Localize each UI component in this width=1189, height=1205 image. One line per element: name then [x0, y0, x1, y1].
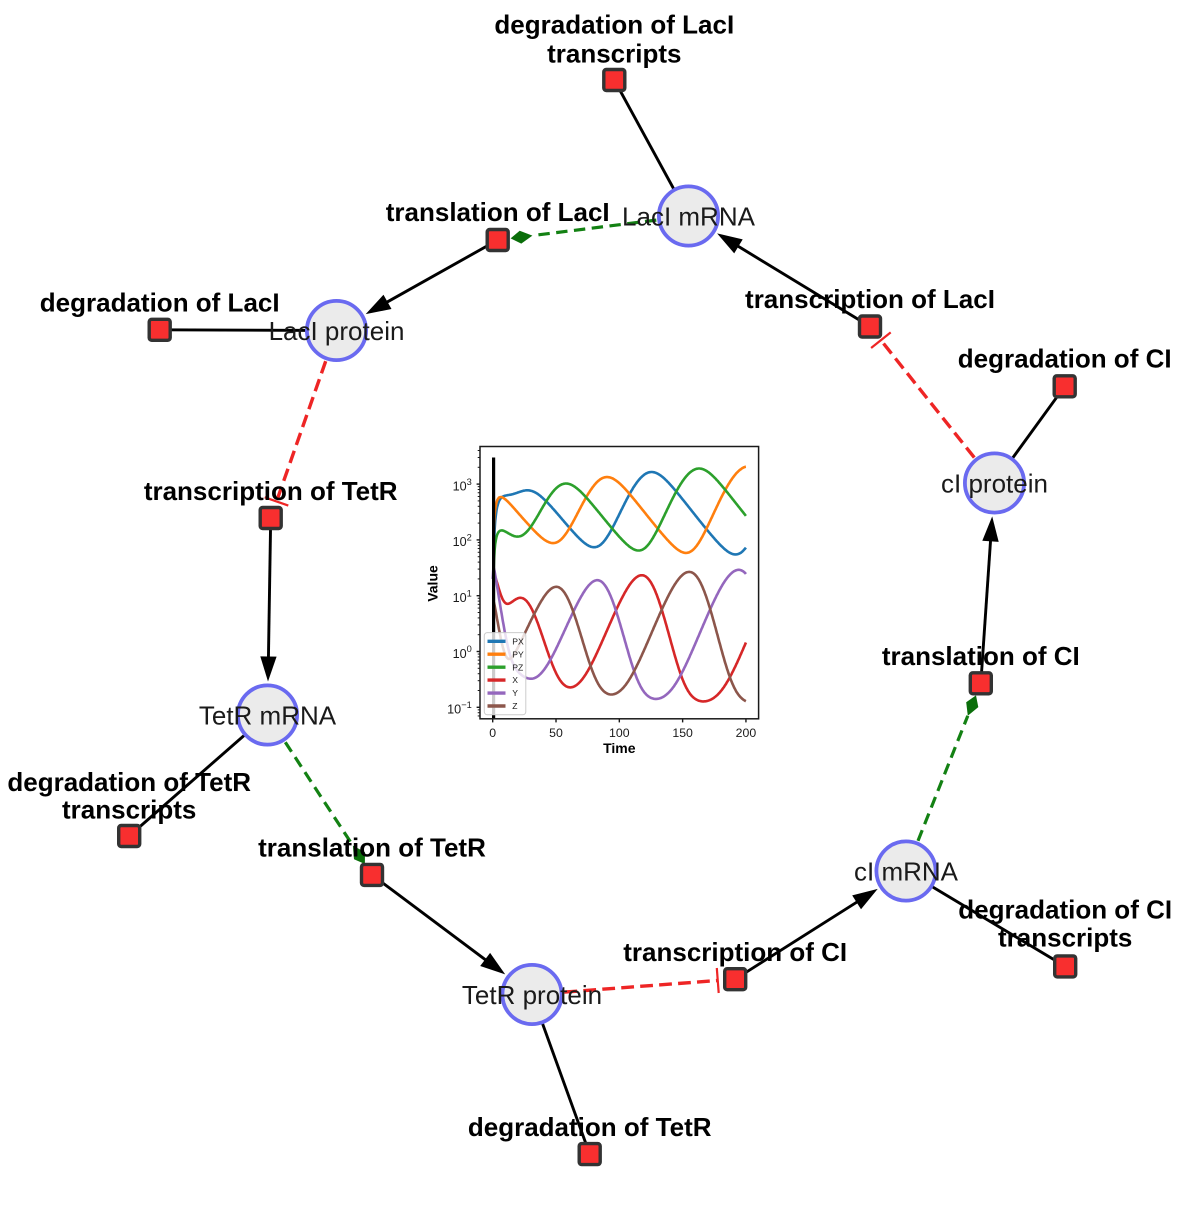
svg-text:LacI mRNA: LacI mRNA [622, 202, 756, 232]
svg-text:Z: Z [512, 701, 517, 711]
svg-text:transcripts: transcripts [62, 795, 196, 825]
svg-text:100: 100 [609, 726, 630, 740]
svg-text:degradation of TetR: degradation of TetR [468, 1112, 712, 1142]
svg-text:degradation of CI: degradation of CI [958, 895, 1172, 925]
svg-text:transcription of TetR: transcription of TetR [144, 476, 398, 506]
svg-text:transcripts: transcripts [547, 39, 681, 69]
svg-text:translation of CI: translation of CI [882, 641, 1080, 671]
svg-text:degradation of CI: degradation of CI [958, 344, 1172, 374]
svg-text:translation of TetR: translation of TetR [258, 833, 486, 863]
svg-text:degradation of LacI: degradation of LacI [40, 288, 280, 318]
svg-text:translation of LacI: translation of LacI [386, 197, 610, 227]
svg-text:150: 150 [672, 726, 693, 740]
svg-text:LacI protein: LacI protein [269, 316, 405, 346]
svg-text:PZ: PZ [512, 662, 523, 672]
svg-text:cI mRNA: cI mRNA [854, 857, 959, 887]
svg-text:cI protein: cI protein [941, 469, 1048, 499]
svg-text:TetR protein: TetR protein [462, 980, 602, 1010]
svg-text:Y: Y [512, 688, 518, 698]
svg-text:degradation of LacI: degradation of LacI [494, 10, 734, 40]
svg-text:transcription of LacI: transcription of LacI [745, 284, 995, 314]
svg-text:50: 50 [549, 726, 563, 740]
svg-text:X: X [512, 675, 518, 685]
svg-text:Time: Time [603, 740, 636, 756]
svg-text:0: 0 [489, 726, 496, 740]
svg-text:PX: PX [512, 636, 524, 646]
svg-text:transcripts: transcripts [998, 923, 1132, 953]
svg-text:Value: Value [425, 565, 441, 602]
svg-text:TetR mRNA: TetR mRNA [199, 701, 337, 731]
svg-text:PY: PY [512, 649, 524, 659]
svg-text:200: 200 [736, 726, 757, 740]
svg-text:transcription of CI: transcription of CI [623, 937, 847, 967]
svg-text:degradation of TetR: degradation of TetR [7, 767, 251, 797]
